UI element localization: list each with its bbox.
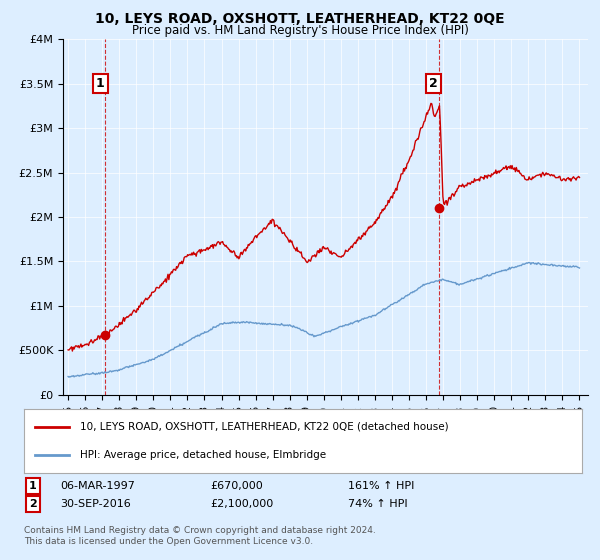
Text: 161% ↑ HPI: 161% ↑ HPI xyxy=(348,481,415,491)
Text: 10, LEYS ROAD, OXSHOTT, LEATHERHEAD, KT22 0QE (detached house): 10, LEYS ROAD, OXSHOTT, LEATHERHEAD, KT2… xyxy=(80,422,448,432)
Text: £2,100,000: £2,100,000 xyxy=(210,499,273,509)
Text: 2: 2 xyxy=(29,499,37,509)
Text: Contains HM Land Registry data © Crown copyright and database right 2024.
This d: Contains HM Land Registry data © Crown c… xyxy=(24,526,376,546)
Text: Price paid vs. HM Land Registry's House Price Index (HPI): Price paid vs. HM Land Registry's House … xyxy=(131,24,469,37)
Text: 1: 1 xyxy=(96,77,104,90)
Text: 74% ↑ HPI: 74% ↑ HPI xyxy=(348,499,407,509)
Text: 06-MAR-1997: 06-MAR-1997 xyxy=(60,481,135,491)
Text: HPI: Average price, detached house, Elmbridge: HPI: Average price, detached house, Elmb… xyxy=(80,450,326,460)
Text: 10, LEYS ROAD, OXSHOTT, LEATHERHEAD, KT22 0QE: 10, LEYS ROAD, OXSHOTT, LEATHERHEAD, KT2… xyxy=(95,12,505,26)
Text: 1: 1 xyxy=(29,481,37,491)
Text: 30-SEP-2016: 30-SEP-2016 xyxy=(60,499,131,509)
Text: £670,000: £670,000 xyxy=(210,481,263,491)
Text: 2: 2 xyxy=(430,77,438,90)
